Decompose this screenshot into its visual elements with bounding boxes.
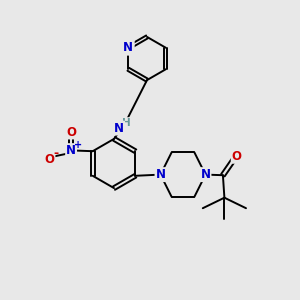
Text: +: + — [74, 140, 82, 150]
Text: N: N — [155, 168, 166, 181]
Text: O: O — [44, 152, 55, 166]
Text: O: O — [232, 150, 242, 163]
Text: N: N — [114, 122, 124, 135]
Text: N: N — [66, 144, 76, 157]
Text: N: N — [123, 41, 133, 54]
Text: -: - — [53, 146, 59, 160]
Text: N: N — [200, 168, 211, 181]
Text: O: O — [66, 125, 76, 139]
Text: H: H — [122, 118, 131, 128]
